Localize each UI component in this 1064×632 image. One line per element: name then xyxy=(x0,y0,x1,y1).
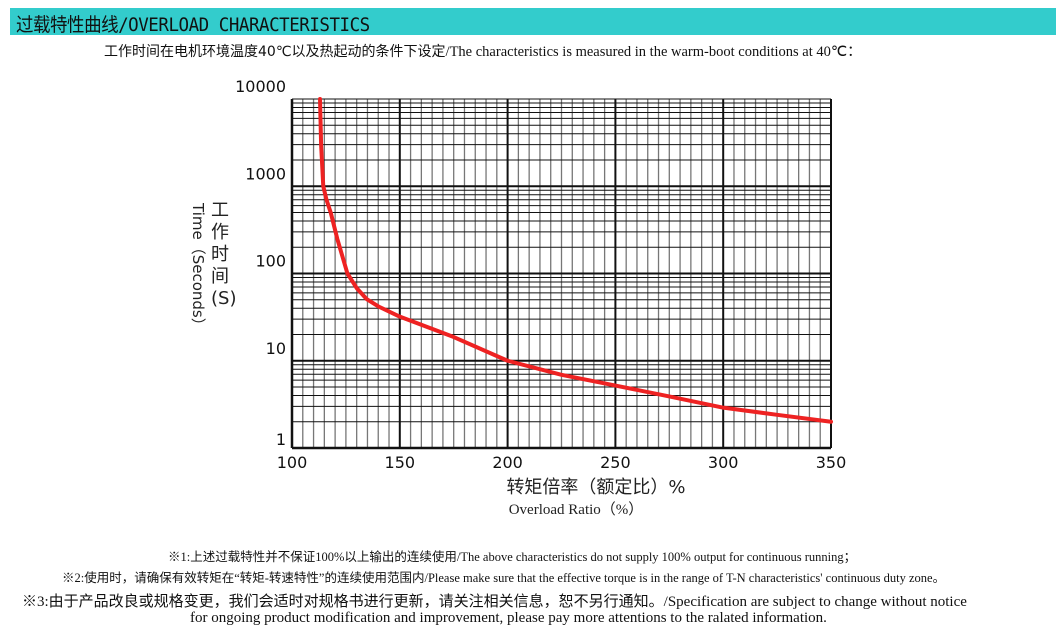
x-axis-label-en: Overload Ratio（%） xyxy=(509,501,644,518)
x-tick-label: 150 xyxy=(385,453,416,472)
subtitle-en: /The characteristics is measured in the … xyxy=(445,44,862,60)
x-tick-label: 250 xyxy=(600,453,631,472)
section-title: 过载特性曲线/OVERLOAD CHARACTERISTICS xyxy=(16,14,370,36)
note-2: ※2:使用时，请确保有效转矩在“转矩-转速特性”的连续使用范围内/Please … xyxy=(62,571,946,585)
note-3-cont: for ongoing product modification and imp… xyxy=(190,610,827,626)
note-1: ※1:上述过载特性并不保证100%以上输出的连续使用/The above cha… xyxy=(168,550,857,564)
x-axis-label-cn: 转矩倍率（额定比）% xyxy=(506,477,685,498)
overload-curve xyxy=(318,97,833,424)
chart-subtitle: 工作时间在电机环境温度40℃以及热起动的条件下设定/The characteri… xyxy=(104,40,862,61)
y-tick-label: 1000 xyxy=(245,164,286,183)
x-tick-label: 100 xyxy=(277,453,308,472)
x-tick-label: 350 xyxy=(816,453,847,472)
section-header: 过载特性曲线/OVERLOAD CHARACTERISTICS xyxy=(10,8,1056,36)
y-tick-label: 100 xyxy=(255,252,286,271)
note-3: ※3:由于产品改良或规格变更，我们会适时对规格书进行更新，请关注相关信息，恕不另… xyxy=(22,594,967,610)
y-axis-label-en: Time（Seconds） xyxy=(189,202,207,333)
y-tick-label: 1 xyxy=(276,430,286,449)
overload-chart: 100 150 200 250 300 350 1 10 100 1000 10000 转矩倍率（额… xyxy=(189,77,847,518)
x-tick-label: 200 xyxy=(492,453,523,472)
y-tick-label: 10000 xyxy=(235,77,286,96)
y-tick-label: 10 xyxy=(266,339,286,358)
x-tick-label: 300 xyxy=(708,453,739,472)
subtitle-cn: 工作时间在电机环境温度40℃以及热起动的条件下设定 xyxy=(104,44,446,60)
y-axis-label-cn: 工作时间(S) xyxy=(211,200,237,309)
